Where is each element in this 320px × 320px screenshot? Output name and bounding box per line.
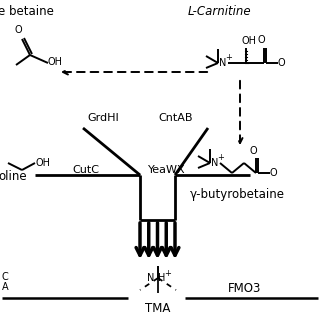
Text: O: O [278, 58, 286, 68]
Text: A: A [2, 282, 9, 292]
Text: CntAB: CntAB [158, 113, 193, 123]
Text: e betaine: e betaine [0, 5, 54, 18]
Text: H: H [158, 273, 165, 283]
Text: N: N [211, 158, 218, 168]
Text: oline: oline [0, 170, 27, 183]
Text: OH: OH [48, 57, 63, 67]
Text: O: O [249, 146, 257, 156]
Text: N: N [219, 58, 226, 68]
Text: L-Carnitine: L-Carnitine [188, 5, 252, 18]
Text: O: O [257, 35, 265, 45]
Text: γ-butyrobetaine: γ-butyrobetaine [190, 188, 285, 201]
Text: O: O [14, 25, 22, 35]
Text: FMO3: FMO3 [228, 282, 262, 295]
Text: N: N [147, 273, 154, 283]
Text: +: + [164, 268, 171, 277]
Text: +: + [225, 53, 232, 62]
Text: GrdHI: GrdHI [87, 113, 119, 123]
Text: TMA: TMA [145, 302, 171, 315]
Text: OH: OH [242, 36, 257, 46]
Text: O: O [270, 168, 278, 178]
Text: CutC: CutC [72, 165, 99, 175]
Text: +: + [217, 154, 224, 163]
Text: YeaWX: YeaWX [148, 165, 186, 175]
Text: C: C [2, 272, 9, 282]
Text: OH: OH [36, 158, 51, 168]
